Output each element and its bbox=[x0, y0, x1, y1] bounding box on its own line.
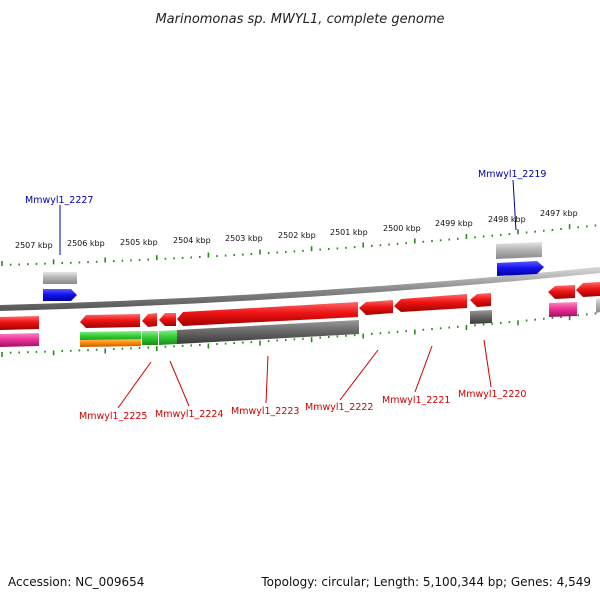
gc-ticks-lower bbox=[1, 312, 597, 357]
accession-text: Accession: NC_009654 bbox=[8, 575, 144, 589]
gene-arrow-right-2[interactable] bbox=[576, 282, 600, 297]
kbp-label: 2505 kbp bbox=[120, 238, 158, 247]
leader-line bbox=[117, 361, 152, 409]
pink-feature-left[interactable] bbox=[0, 333, 39, 347]
green-feature[interactable] bbox=[159, 330, 177, 345]
gene-arrow-mmwyl1-2225[interactable] bbox=[80, 314, 140, 328]
dark-gray-feature[interactable] bbox=[470, 310, 492, 324]
gene-label-mmwyl1-2220[interactable]: Mmwyl1_2220 bbox=[458, 389, 526, 400]
kbp-label: 2501 kbp bbox=[330, 228, 368, 237]
kbp-label: 2504 kbp bbox=[173, 236, 211, 245]
leader-line bbox=[265, 355, 269, 404]
gene-label-mmwyl1-2221[interactable]: Mmwyl1_2221 bbox=[382, 395, 450, 406]
gene-arrow-mmwyl1-2219[interactable] bbox=[497, 261, 544, 276]
kbp-label: 2502 kbp bbox=[278, 231, 316, 240]
gene-label-mmwyl1-2227[interactable]: Mmwyl1_2227 bbox=[25, 195, 93, 206]
gene-arrow-right-1[interactable] bbox=[548, 285, 575, 299]
gene-arrow-mmwyl1-2223[interactable] bbox=[177, 302, 358, 326]
kbp-axis: 2507 kbp 2506 kbp 2505 kbp 2504 kbp 2503… bbox=[15, 209, 578, 250]
gene-label-mmwyl1-2225[interactable]: Mmwyl1_2225 bbox=[79, 411, 147, 422]
gene-arrow-mmwyl1-2220[interactable] bbox=[470, 293, 491, 307]
kbp-label: 2498 kbp bbox=[488, 215, 526, 224]
gene-label-mmwyl1-2224[interactable]: Mmwyl1_2224 bbox=[155, 409, 223, 420]
kbp-label: 2506 kbp bbox=[67, 239, 105, 248]
genome-summary-text: Topology: circular; Length: 5,100,344 bp… bbox=[260, 575, 591, 589]
gene-arrow-mmwyl1-2223-part[interactable] bbox=[159, 313, 176, 326]
kbp-label: 2500 kbp bbox=[383, 224, 421, 233]
map-title: Marinomonas sp. MWYL1, complete genome bbox=[155, 12, 444, 27]
gray-feature[interactable] bbox=[496, 242, 542, 259]
gene-arrow-mmwyl1-2222[interactable] bbox=[359, 300, 393, 315]
gene-label-mmwyl1-2223[interactable]: Mmwyl1_2223 bbox=[231, 406, 299, 417]
kbp-label: 2499 kbp bbox=[435, 219, 473, 228]
kbp-label: 2497 kbp bbox=[540, 209, 578, 218]
leader-line bbox=[169, 360, 190, 407]
leader-line bbox=[512, 179, 517, 231]
gene-arrow-mmwyl1-2224[interactable] bbox=[142, 313, 157, 327]
orange-feature[interactable] bbox=[80, 339, 141, 347]
leader-line bbox=[339, 349, 379, 401]
gene-arrow-mmwyl1-2221[interactable] bbox=[394, 294, 467, 312]
gene-label-mmwyl1-2219[interactable]: Mmwyl1_2219 bbox=[478, 169, 546, 180]
gene-arrow-mmwyl1-2227[interactable] bbox=[43, 289, 77, 301]
gene-arrow-left-partial[interactable] bbox=[0, 316, 39, 330]
leader-line bbox=[483, 339, 492, 388]
reverse-features bbox=[0, 282, 600, 347]
kbp-label: 2503 kbp bbox=[225, 234, 263, 243]
genome-backbone bbox=[0, 267, 600, 311]
gc-ticks-upper bbox=[1, 224, 597, 266]
gene-label-mmwyl1-2222[interactable]: Mmwyl1_2222 bbox=[305, 402, 373, 413]
kbp-label: 2507 kbp bbox=[15, 241, 53, 250]
gray-feature[interactable] bbox=[43, 272, 77, 284]
green-feature[interactable] bbox=[142, 331, 158, 345]
leader-line bbox=[414, 345, 433, 393]
gray-feature[interactable] bbox=[596, 298, 600, 313]
pink-feature[interactable] bbox=[549, 302, 577, 317]
forward-features bbox=[43, 242, 544, 301]
gene-labels-bottom: Mmwyl1_2225 Mmwyl1_2224 Mmwyl1_2223 Mmwy… bbox=[79, 339, 526, 422]
gene-labels-top: Mmwyl1_2227 Mmwyl1_2219 bbox=[25, 169, 546, 255]
dark-gray-feature[interactable] bbox=[177, 320, 359, 344]
